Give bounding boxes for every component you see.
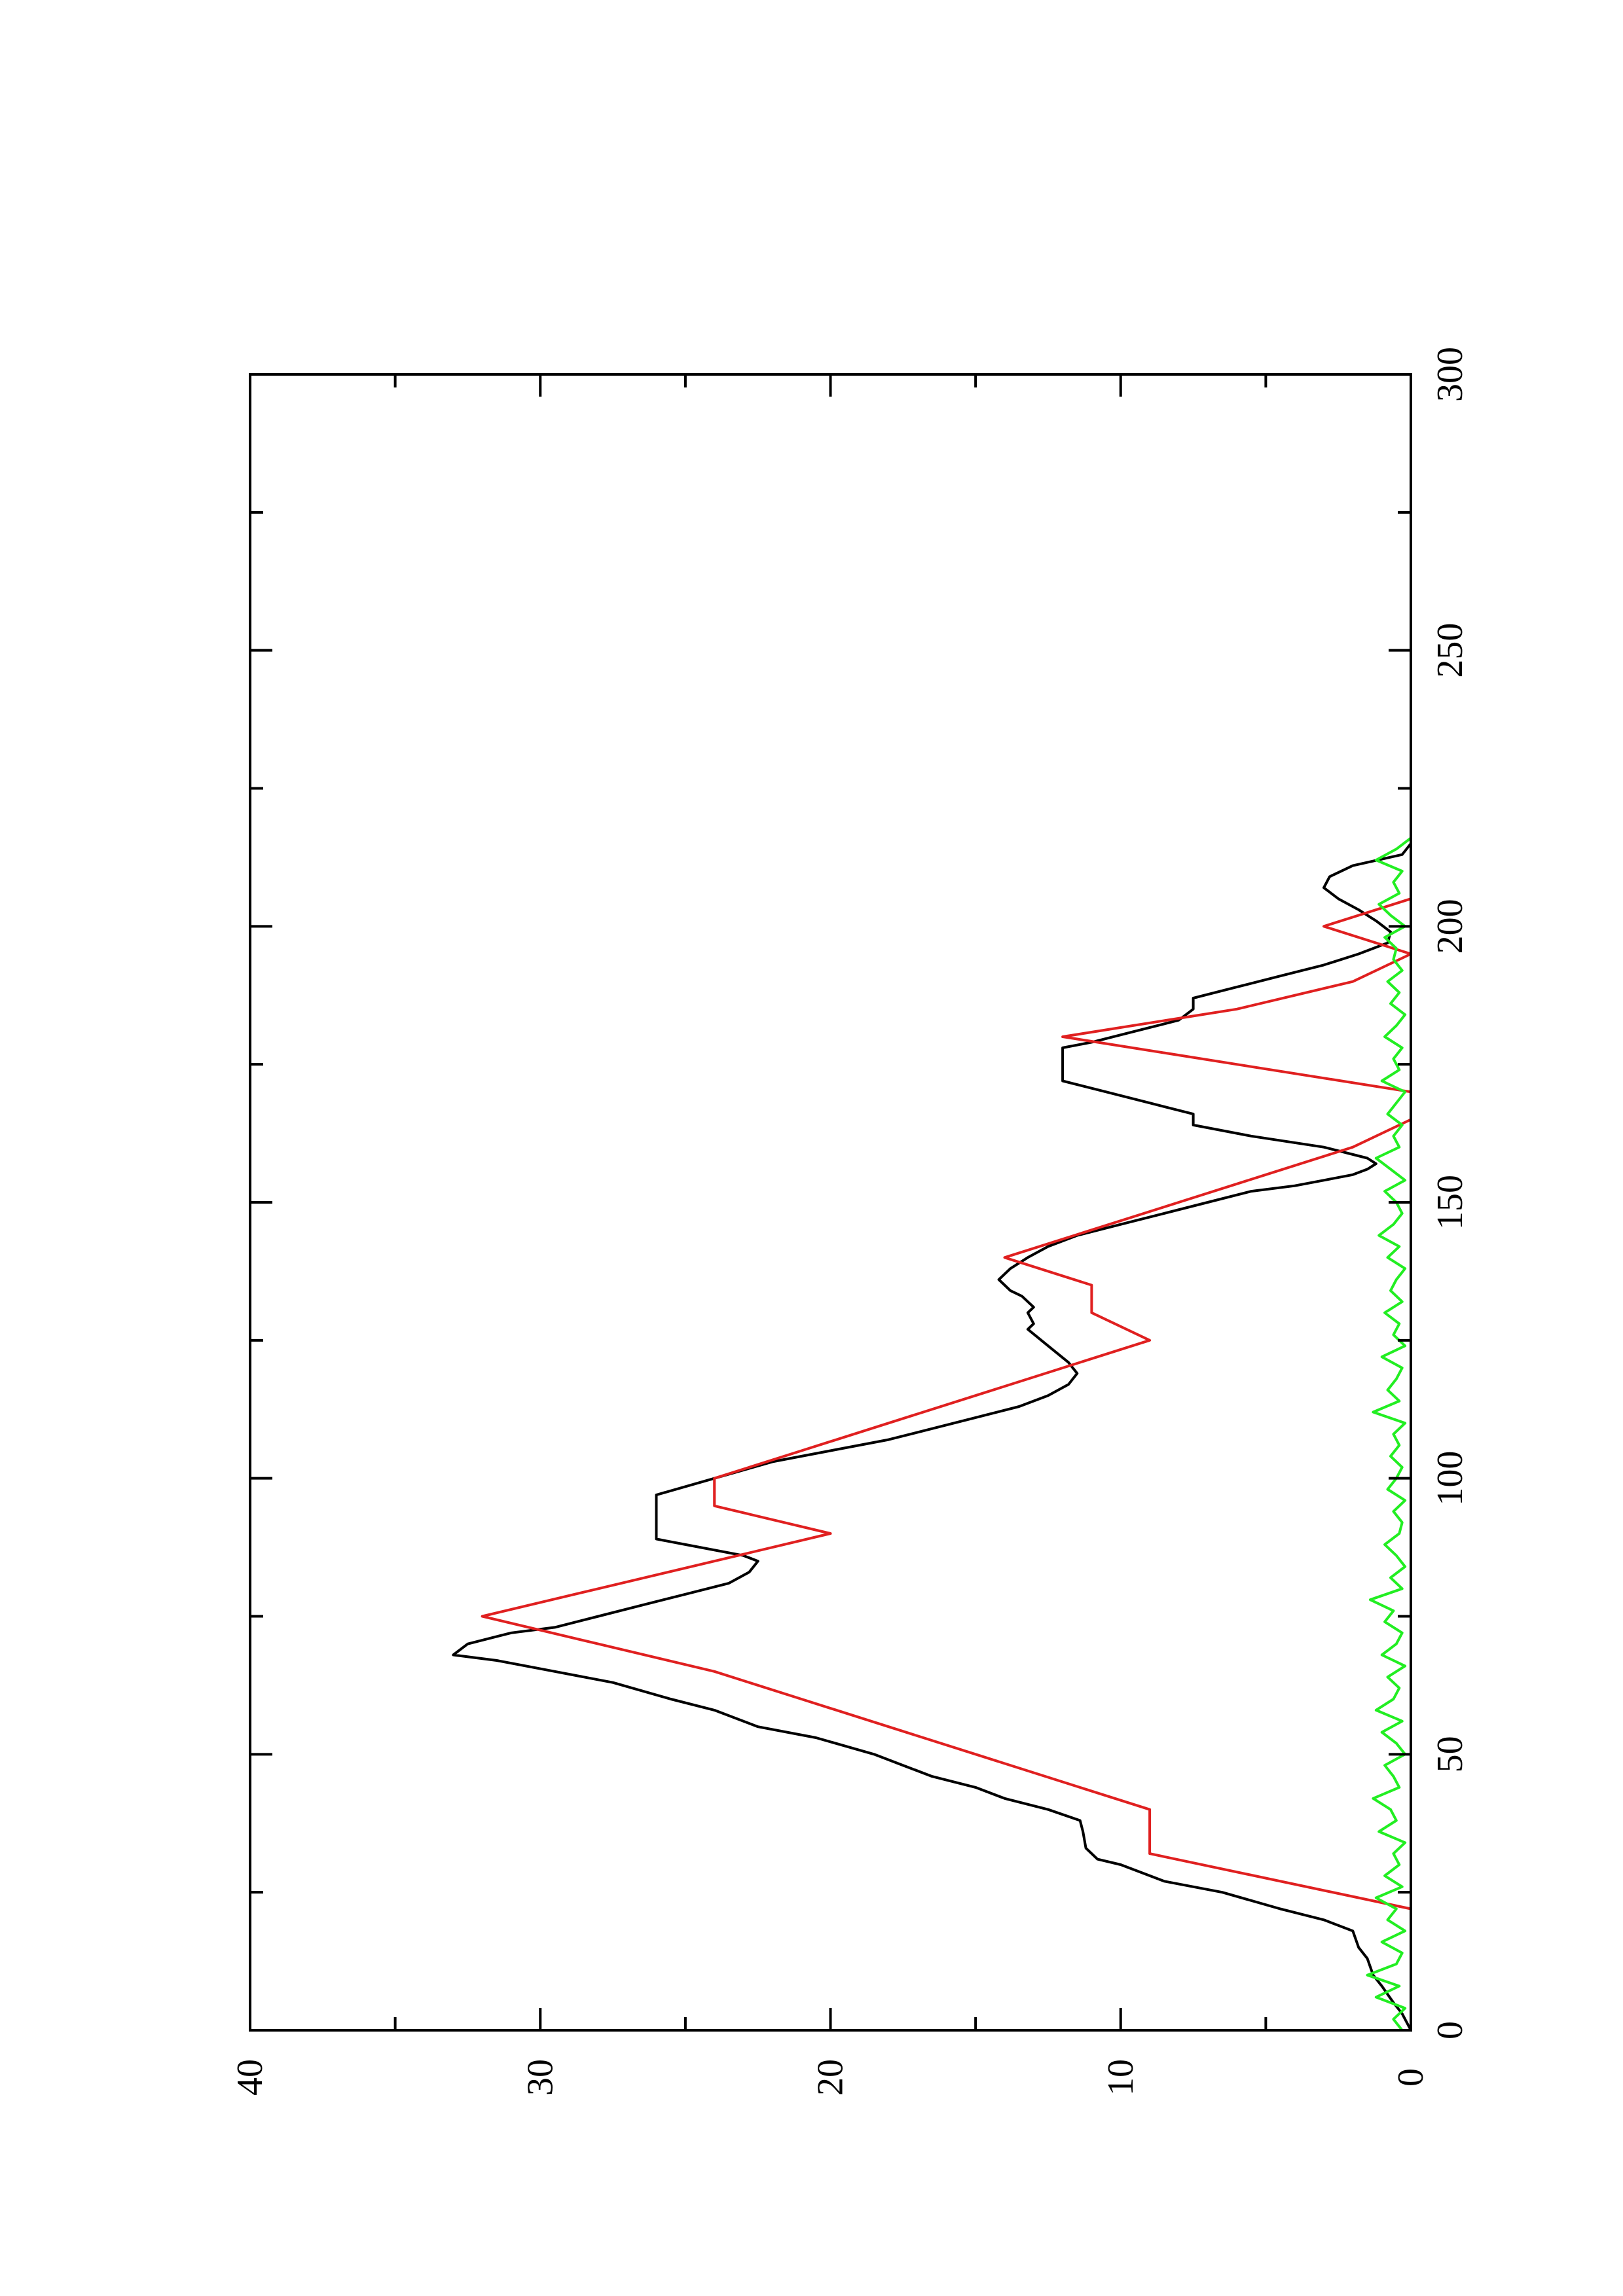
- plot-frame: [249, 373, 1412, 2032]
- series-line-1: [452, 842, 1412, 2031]
- x-tick-label: 200: [1430, 899, 1470, 954]
- tick-label-layer: 0 50 100 150 200 250 300 0 10 20 30 40: [230, 347, 1470, 2096]
- x-tick-label: 250: [1430, 623, 1470, 678]
- x-tick-label: 300: [1430, 347, 1470, 402]
- x-tick-label: 150: [1430, 1175, 1470, 1230]
- x-tick-label: 0: [1430, 2021, 1470, 2039]
- x-tick-label: 100: [1430, 1451, 1470, 1506]
- y-tick-label: 40: [230, 2059, 270, 2096]
- y-tick-label: 10: [1101, 2059, 1141, 2096]
- series-layer: [452, 836, 1412, 2032]
- y-tick-label: 0: [1391, 2068, 1431, 2087]
- series-line-2: [481, 843, 1412, 2030]
- x-tick-label: 50: [1430, 1736, 1470, 1772]
- y-tick-label: 30: [520, 2059, 560, 2096]
- series-line-3: [1366, 836, 1412, 2032]
- y-tick-label: 20: [811, 2059, 851, 2096]
